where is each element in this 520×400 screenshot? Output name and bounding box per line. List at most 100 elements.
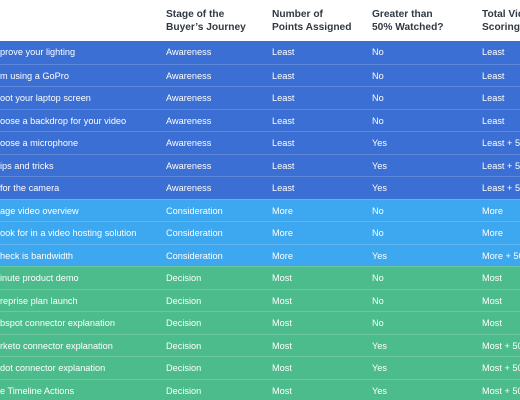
cell-watched: No — [372, 205, 384, 216]
cell-video-name: oose a backdrop for your video — [0, 115, 127, 126]
header-total: Total Vide Scoring Po — [482, 9, 520, 33]
cell-watched: Yes — [372, 385, 387, 396]
cell-points: Least — [272, 183, 295, 193]
cell-points: Most — [272, 273, 292, 283]
cell-stage: Awareness — [166, 115, 212, 126]
cell-video-name: ips and tricks — [0, 160, 54, 171]
cell-total: Least — [482, 93, 505, 103]
cell-points: Least — [272, 138, 295, 148]
cell-watched: Yes — [372, 138, 387, 148]
cell-watched: No — [372, 318, 384, 328]
table-row: m using a GoPro Awareness Least No Least — [0, 63, 520, 86]
cell-watched: No — [372, 115, 384, 126]
table-row: heck is bandwidth Consideration More Yes Mor… — [0, 243, 520, 266]
cell-video-name: oot your laptop screen — [0, 93, 91, 103]
cell-total: Most — [482, 318, 502, 328]
cell-stage: Decision — [166, 385, 202, 396]
cell-video-name: for the camera — [0, 183, 60, 193]
cell-total: Least + 50 — [482, 183, 520, 193]
cell-points: Least — [272, 93, 295, 103]
cell-total: More — [482, 228, 503, 238]
cell-total: Most + 50 — [482, 340, 520, 351]
cell-video-name: reprise plan launch — [0, 295, 78, 306]
cell-stage: Decision — [166, 363, 202, 373]
cell-stage: Awareness — [166, 160, 212, 171]
table-row: oot your laptop screen Awareness Least No Le… — [0, 86, 520, 109]
cell-total: Most — [482, 273, 502, 283]
cell-points: Most — [272, 363, 292, 373]
cell-stage: Decision — [166, 295, 202, 306]
cell-total: More — [482, 205, 503, 216]
cell-watched: Yes — [372, 363, 387, 373]
cell-stage: Consideration — [166, 205, 223, 216]
table-body: prove your lighting Awareness Least No Least… — [0, 41, 520, 400]
cell-stage: Decision — [166, 318, 202, 328]
cell-stage: Awareness — [166, 47, 212, 57]
cell-points: Most — [272, 340, 292, 351]
cell-watched: No — [372, 295, 384, 306]
header-stage: Stage of the Buyer’s Journey — [166, 9, 246, 33]
table-row: age video overview Consideration More No Mor… — [0, 198, 520, 221]
cell-watched: Yes — [372, 160, 387, 171]
table-row: oose a backdrop for your video Awareness L… — [0, 108, 520, 131]
cell-stage: Consideration — [166, 250, 223, 261]
cell-watched: Yes — [372, 340, 387, 351]
cell-points: Least — [272, 115, 295, 126]
cell-watched: Yes — [372, 250, 387, 261]
cell-points: More — [272, 250, 293, 261]
cell-video-name: dot connector explanation — [0, 363, 106, 373]
table-row: oose a microphone Awareness Least Yes Least … — [0, 131, 520, 154]
cell-stage: Awareness — [166, 70, 212, 81]
cell-total: Least — [482, 70, 505, 81]
cell-video-name: inute product demo — [0, 273, 79, 283]
cell-stage: Consideration — [166, 228, 223, 238]
cell-points: Least — [272, 47, 295, 57]
cell-total: Least + 50 — [482, 138, 520, 148]
cell-total: Least — [482, 115, 505, 126]
cell-video-name: ook for in a video hosting solution — [0, 228, 137, 238]
cell-total: Most — [482, 295, 502, 306]
table-row: dot connector explanation Decision Most Yes… — [0, 356, 520, 379]
cell-watched: No — [372, 273, 384, 283]
cell-total: Least + 50 — [482, 160, 520, 171]
cell-watched: No — [372, 93, 384, 103]
cell-video-name: prove your lighting — [0, 47, 76, 57]
table-row: ook for in a video hosting solution Consi… — [0, 221, 520, 244]
cell-stage: Decision — [166, 273, 202, 283]
cell-points: Most — [272, 318, 292, 328]
table-row: ips and tricks Awareness Least Yes Least + 5… — [0, 153, 520, 176]
cell-stage: Decision — [166, 340, 202, 351]
cell-points: More — [272, 228, 293, 238]
header-watched: Greater than 50% Watched? — [372, 9, 444, 33]
header-points: Number of Points Assigned — [272, 9, 352, 33]
cell-watched: No — [372, 47, 384, 57]
cell-video-name: rketo connector explanation — [0, 340, 113, 351]
table-row: inute product demo Decision Most No Most — [0, 266, 520, 289]
cell-total: Most + 50 — [482, 363, 520, 373]
cell-video-name: age video overview — [0, 205, 79, 216]
cell-video-name: heck is bandwidth — [0, 250, 74, 261]
cell-watched: No — [372, 70, 384, 81]
cell-stage: Awareness — [166, 183, 212, 193]
table-header: me Stage of the Buyer’s Journey Number o… — [0, 0, 520, 41]
cell-stage: Awareness — [166, 138, 212, 148]
cell-total: Least — [482, 47, 505, 57]
table-row: rketo connector explanation Decision Most Y… — [0, 333, 520, 356]
cell-points: More — [272, 205, 293, 216]
cell-total: Most + 50 — [482, 385, 520, 396]
cell-watched: No — [372, 228, 384, 238]
cell-points: Most — [272, 295, 292, 306]
table-row: e Timeline Actions Decision Most Yes Most + … — [0, 378, 520, 400]
cell-points: Least — [272, 160, 295, 171]
cell-total: More + 50 — [482, 250, 520, 261]
cell-points: Most — [272, 385, 292, 396]
table-row: reprise plan launch Decision Most No Most — [0, 288, 520, 311]
cell-video-name: oose a microphone — [0, 138, 79, 148]
cell-video-name: e Timeline Actions — [0, 385, 75, 396]
table-row: bspot connector explanation Decision Most N… — [0, 311, 520, 334]
cell-watched: Yes — [372, 183, 387, 193]
table-row: for the camera Awareness Least Yes Least + 5… — [0, 176, 520, 199]
table-row: prove your lighting Awareness Least No Least — [0, 41, 520, 64]
cell-stage: Awareness — [166, 93, 212, 103]
cell-video-name: m using a GoPro — [0, 70, 69, 81]
